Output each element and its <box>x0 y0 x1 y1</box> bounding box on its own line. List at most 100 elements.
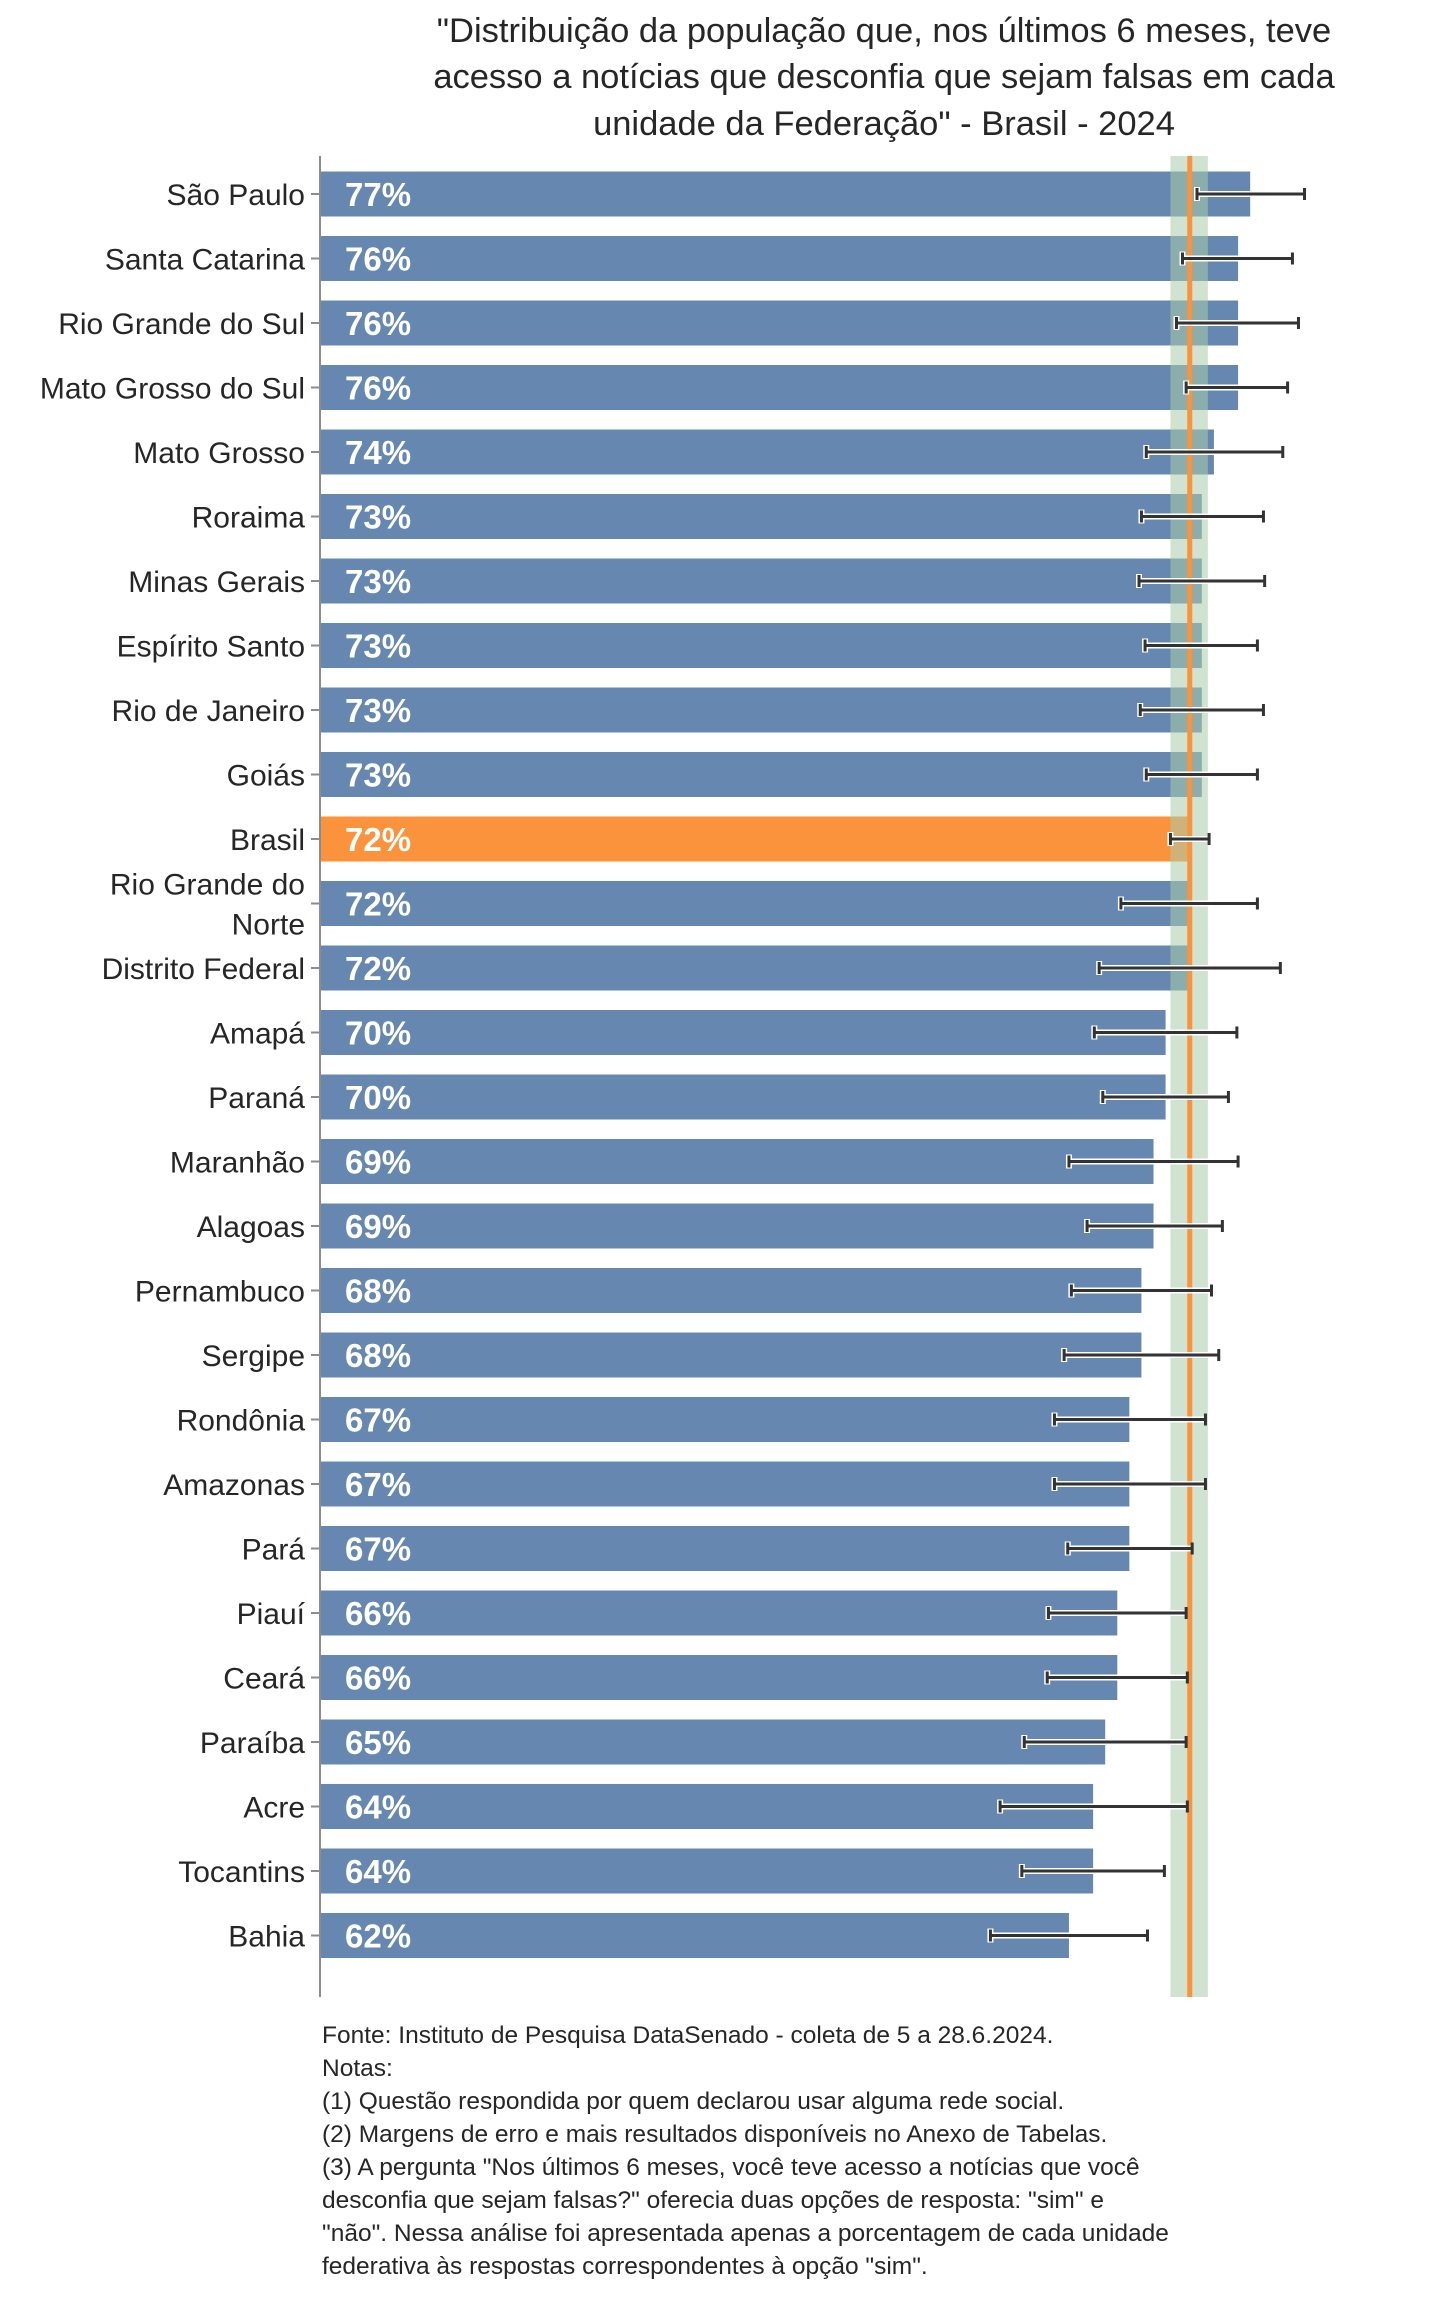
category-label-rio-grande-do-norte: Rio Grande do Norte <box>110 869 305 942</box>
error-bar-rio-de-janeiro <box>1137 703 1265 717</box>
error-bar-maranhao <box>1065 1154 1240 1169</box>
value-label-para: 67% <box>345 1531 411 1568</box>
category-label-line: Norte <box>232 909 305 942</box>
bar-para <box>321 1526 1130 1571</box>
error-bar-brasil <box>1167 832 1211 846</box>
bar-sao-paulo <box>321 171 1251 217</box>
value-label-espirito-santo: 73% <box>345 628 411 665</box>
category-label-roraima: Roraima <box>192 502 306 535</box>
category-label-espirito-santo: Espírito Santo <box>117 631 305 664</box>
category-label-rio-de-janeiro: Rio de Janeiro <box>112 695 305 728</box>
bar-minas-gerais <box>321 558 1202 604</box>
error-bar-amapa <box>1091 1025 1239 1040</box>
category-label-minas-gerais: Minas Gerais <box>128 566 305 599</box>
title-line-2: acesso a notícias que desconfia que seja… <box>433 58 1335 96</box>
value-label-rondonia: 67% <box>345 1402 411 1439</box>
note-2: (2) Margens de erro e mais resultados di… <box>322 2121 1107 2148</box>
category-label-amapa: Amapá <box>210 1018 305 1051</box>
error-bar-amazonas <box>1051 1477 1207 1491</box>
category-label-sao-paulo: São Paulo <box>167 179 305 212</box>
value-label-tocantins: 64% <box>345 1853 411 1890</box>
value-label-goias: 73% <box>345 757 411 794</box>
category-label-rio-grande-do-sul: Rio Grande do Sul <box>58 308 305 341</box>
error-bars-layer <box>987 187 1307 1943</box>
error-bar-acre <box>997 1799 1189 1814</box>
category-label-alagoas: Alagoas <box>197 1211 305 1244</box>
value-label-piaui: 66% <box>345 1595 411 1632</box>
value-labels: 77% 76% 76% 76% 74% 73% 73% 73% 73% 73% 72% 72% 72% 7… <box>345 176 411 1955</box>
source-note: Fonte: Instituto de Pesquisa DataSenado … <box>322 2022 1053 2049</box>
reference-line-brasil <box>1187 156 1193 1997</box>
error-bar-parana <box>1099 1090 1230 1104</box>
category-label-goias: Goiás <box>227 760 305 793</box>
value-label-alagoas: 69% <box>345 1208 411 1245</box>
value-label-sao-paulo: 77% <box>345 176 411 213</box>
error-bar-rondonia <box>1051 1412 1207 1427</box>
reference-line-layer <box>1170 156 1208 1997</box>
error-bar-para <box>1064 1541 1194 1556</box>
error-bar-goias <box>1143 767 1259 782</box>
error-bar-santa-catarina <box>1179 251 1294 266</box>
value-label-paraiba: 65% <box>345 1724 411 1761</box>
bar-parana <box>321 1074 1166 1120</box>
error-bar-tocantins <box>1018 1864 1166 1878</box>
title-line-1: "Distribuição da população que, nos últi… <box>437 12 1331 50</box>
category-label-sergipe: Sergipe <box>202 1340 305 1373</box>
value-label-santa-catarina: 76% <box>345 241 411 278</box>
bar-acre <box>321 1784 1094 1829</box>
value-label-ceara: 66% <box>345 1660 411 1697</box>
bar-roraima <box>321 494 1202 539</box>
value-label-brasil: 72% <box>345 821 411 858</box>
value-label-parana: 70% <box>345 1079 411 1116</box>
value-label-amapa: 70% <box>345 1015 411 1052</box>
value-label-roraima: 73% <box>345 499 411 536</box>
bar-maranhao <box>321 1139 1154 1184</box>
bar-espirito-santo <box>321 623 1202 668</box>
bar-rio-de-janeiro <box>321 687 1202 733</box>
category-label-distrito-federal: Distrito Federal <box>102 953 305 986</box>
bar-goias <box>321 752 1202 797</box>
bar-tocantins <box>321 1848 1094 1894</box>
bar-mato-grosso-do-sul <box>321 365 1239 410</box>
category-label-mato-grosso-do-sul: Mato Grosso do Sul <box>40 373 305 406</box>
value-label-acre: 64% <box>345 1789 411 1826</box>
title-line-3: unidade da Federação" - Brasil - 2024 <box>593 105 1175 143</box>
value-label-sergipe: 68% <box>345 1337 411 1374</box>
error-bar-alagoas <box>1084 1219 1224 1233</box>
category-label-santa-catarina: Santa Catarina <box>105 244 305 277</box>
note-3-line-3: "não". Nessa análise foi apresentada ape… <box>322 2220 1169 2247</box>
value-label-rio-de-janeiro: 73% <box>345 692 411 729</box>
note-1: (1) Questão respondida por quem declarou… <box>322 2088 1064 2115</box>
value-label-mato-grosso: 74% <box>345 434 411 471</box>
category-label-ceara: Ceará <box>223 1663 305 1696</box>
error-bar-bahia <box>987 1928 1149 1943</box>
bar-amapa <box>321 1010 1166 1055</box>
y-axis <box>311 156 321 1997</box>
chart-title: "Distribuição da população que, nos últi… <box>433 12 1335 143</box>
value-label-minas-gerais: 73% <box>345 563 411 600</box>
category-label-tocantins: Tocantins <box>178 1856 305 1889</box>
category-label-acre: Acre <box>243 1792 305 1825</box>
error-bar-piaui <box>1045 1606 1188 1620</box>
category-label-piaui: Piauí <box>237 1598 306 1631</box>
bar-alagoas <box>321 1203 1154 1249</box>
error-bar-mato-grosso <box>1143 445 1285 459</box>
note-3-line-1: (3) A pergunta "Nos últimos 6 meses, voc… <box>322 2154 1140 2181</box>
value-label-maranhao: 69% <box>345 1144 411 1181</box>
note-3-line-4: federativa às respostas correspondentes … <box>322 2253 928 2280</box>
error-bar-rio-grande-do-norte <box>1117 896 1259 911</box>
bar-paraiba <box>321 1719 1106 1765</box>
category-label-maranhao: Maranhão <box>170 1147 305 1180</box>
value-label-amazonas: 67% <box>345 1466 411 1503</box>
bar-amazonas <box>321 1461 1130 1507</box>
category-label-rondonia: Rondônia <box>177 1405 306 1438</box>
error-bar-ceara <box>1044 1670 1189 1685</box>
category-label-mato-grosso: Mato Grosso <box>133 437 305 470</box>
value-label-mato-grosso-do-sul: 76% <box>345 370 411 407</box>
error-bar-rio-grande-do-sul <box>1173 316 1300 330</box>
bar-rondonia <box>321 1397 1130 1442</box>
note-3-line-2: desconfia que sejam falsas?" oferecia du… <box>322 2187 1104 2214</box>
category-label-bahia: Bahia <box>228 1921 305 1954</box>
error-bar-roraima <box>1138 509 1265 524</box>
category-labels: São Paulo Santa Catarina Rio Grande do Sul… <box>40 179 306 1954</box>
